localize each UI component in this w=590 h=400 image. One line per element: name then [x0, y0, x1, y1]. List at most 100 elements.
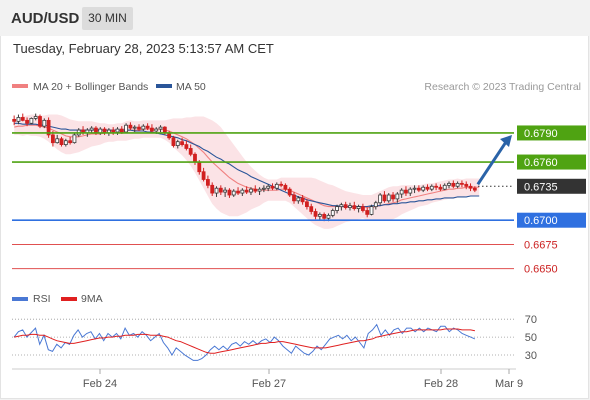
candle-body	[343, 204, 348, 209]
candle-body	[373, 202, 378, 208]
candle-body	[218, 187, 223, 193]
candle-body	[352, 205, 357, 209]
candle-body	[128, 124, 133, 129]
ma20-legend-swatch	[12, 84, 28, 88]
candle-body	[162, 126, 167, 134]
candle-body	[154, 128, 159, 132]
candle-body	[249, 188, 253, 193]
candle-body	[51, 134, 55, 144]
candle-body	[429, 185, 434, 190]
rsi-legend-swatch	[12, 297, 28, 301]
resistance-price-label: 0.6760	[524, 157, 558, 169]
candle-body	[231, 190, 236, 196]
candle-body	[421, 186, 426, 191]
candle-body	[468, 185, 473, 189]
support-price-label-bg	[517, 212, 586, 228]
candle-body	[369, 206, 374, 215]
candle-body	[395, 193, 400, 200]
candle-body	[416, 187, 421, 191]
candle-body	[111, 129, 116, 133]
ma50-legend-label: MA 50	[176, 81, 206, 93]
candle-body	[434, 185, 438, 188]
resistance-price-label-bg	[517, 125, 586, 141]
x-tick-label: Feb 24	[83, 378, 117, 390]
candle-body	[464, 183, 469, 187]
candle-body	[391, 194, 395, 200]
candle-body	[279, 183, 283, 186]
ma20-legend-label: MA 20 + Bollinger Bands	[33, 81, 148, 93]
candle-body	[412, 187, 417, 190]
candle-body	[309, 206, 314, 212]
x-tick-label: Feb 28	[424, 378, 458, 390]
candle-body	[223, 189, 228, 193]
candle-body	[408, 188, 413, 194]
candle-body	[317, 213, 322, 217]
candle-body	[184, 144, 189, 149]
candle-body	[326, 214, 331, 219]
candle-body	[447, 182, 451, 186]
candle-body	[175, 141, 180, 146]
candle-body	[59, 138, 64, 145]
candle-body	[283, 184, 288, 190]
candle-body	[305, 201, 309, 208]
rsi-line	[13, 323, 476, 361]
candle-body	[188, 148, 193, 155]
candle-body	[46, 119, 51, 136]
candle-body	[119, 128, 124, 133]
candle-body	[460, 182, 464, 185]
rsi-ma-line	[13, 328, 476, 354]
last-price-label-bg	[517, 178, 586, 194]
candle-body	[244, 189, 249, 193]
candle-body	[330, 210, 335, 216]
candle-body	[253, 188, 258, 192]
candle-body	[274, 183, 279, 189]
candle-body	[210, 184, 215, 194]
candle-body	[356, 206, 361, 209]
candle-body	[206, 179, 210, 186]
candle-body	[240, 189, 245, 194]
target-price-label: 0.6675	[524, 239, 558, 251]
candle-body	[132, 126, 137, 129]
candle-body	[180, 141, 184, 145]
support-price-label: 0.6700	[524, 215, 558, 227]
x-tick-label: Feb 27	[252, 378, 286, 390]
candle-body	[292, 194, 296, 202]
candle-body	[227, 189, 232, 196]
candle-body	[378, 194, 383, 204]
candle-body	[261, 187, 266, 190]
candle-body	[322, 213, 327, 219]
rsi-legend-label: RSI	[33, 293, 51, 305]
candle-body	[442, 184, 447, 190]
candle-body	[33, 116, 38, 119]
ma50-legend-swatch	[156, 84, 172, 88]
candle-body	[472, 187, 477, 191]
candle-body	[404, 189, 408, 194]
candle-body	[68, 140, 73, 144]
candle-body	[455, 182, 460, 187]
candle-body	[300, 197, 305, 203]
timeframe-badge[interactable]: 30 MIN	[82, 7, 133, 30]
currency-pair-title: AUD/USD	[11, 10, 80, 27]
rsi-ma-legend-label: 9MA	[81, 293, 103, 305]
candle-body	[137, 126, 141, 130]
rsi-ma-legend-swatch	[61, 297, 77, 301]
candle-body	[193, 153, 197, 163]
candle-body	[335, 206, 339, 211]
candle-body	[145, 125, 150, 129]
candle-body	[197, 161, 202, 173]
candle-body	[115, 128, 120, 133]
candle-body	[287, 188, 292, 196]
forecast-arrow-head	[500, 134, 512, 147]
bollinger-band	[14, 114, 480, 229]
candle-body	[124, 124, 128, 133]
candle-body	[20, 117, 25, 121]
candle-body	[339, 204, 344, 208]
target-price-label: 0.6650	[524, 264, 558, 276]
candle-body	[236, 190, 240, 194]
candle-body	[313, 211, 318, 217]
resistance-price-label-bg	[517, 154, 586, 170]
candle-body	[386, 194, 391, 202]
candle-body	[266, 185, 271, 189]
candle-body	[63, 140, 68, 145]
